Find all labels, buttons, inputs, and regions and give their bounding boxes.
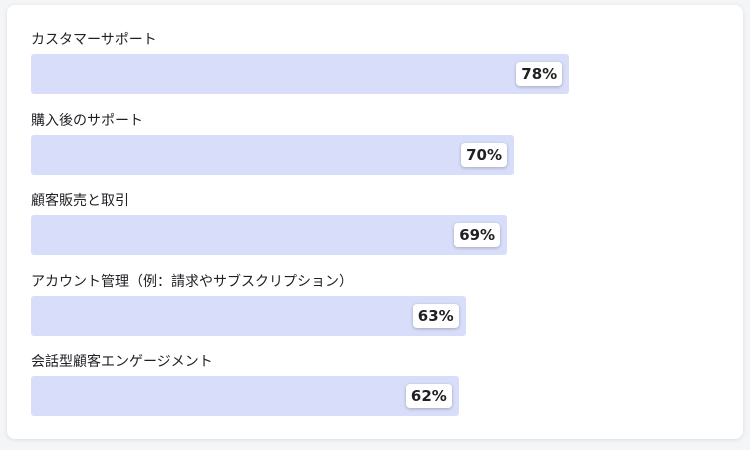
value-label: 78%	[516, 62, 563, 86]
bar-row: 会話型顧客エンゲージメント 62%	[31, 353, 721, 434]
category-label: 会話型顧客エンゲージメント	[31, 354, 213, 370]
bar: 62%	[31, 376, 459, 416]
chart-card: カスタマーサポート 78% 購入後のサポート 70% 顧客販売と取引 69% アカウント管理…	[7, 5, 743, 439]
bar: 63%	[31, 295, 466, 336]
horizontal-bar-chart: カスタマーサポート 78% 購入後のサポート 70% 顧客販売と取引 69% アカウント管理…	[31, 31, 721, 434]
category-label: カスタマーサポート	[31, 32, 157, 48]
value-label: 70%	[461, 142, 507, 167]
bar-row: 顧客販売と取引 69%	[31, 192, 721, 273]
bar-row: アカウント管理（例：請求やサブスクリプション） 63%	[31, 273, 721, 354]
category-label: 購入後のサポート	[31, 112, 143, 129]
bar-row: カスタマーサポート 78%	[31, 31, 721, 112]
bar: 78%	[31, 54, 570, 94]
bar-row: 購入後のサポート 70%	[31, 112, 721, 193]
bar: 69%	[31, 215, 508, 255]
bar: 70%	[31, 134, 514, 175]
category-label: アカウント管理（例：請求やサブスクリプション）	[31, 273, 353, 290]
value-label: 63%	[412, 303, 459, 328]
value-label: 69%	[454, 223, 501, 247]
category-label: 顧客販売と取引	[31, 193, 129, 209]
value-label: 62%	[405, 384, 452, 408]
